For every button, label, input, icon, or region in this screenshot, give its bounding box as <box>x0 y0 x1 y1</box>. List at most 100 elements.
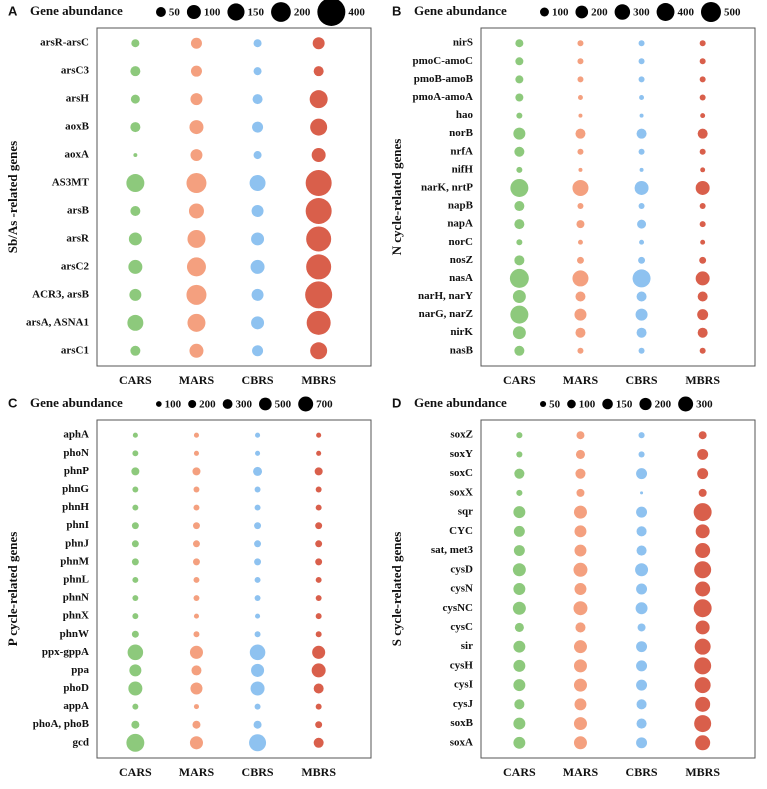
bubble <box>573 736 587 750</box>
x-tick-label: MARS <box>563 765 599 779</box>
bubble <box>315 721 323 729</box>
y-tick-label: arsB <box>67 205 90 217</box>
bubble <box>636 327 647 338</box>
bubble <box>193 450 199 456</box>
bubble <box>250 259 265 274</box>
y-tick-label: nirK <box>450 326 473 338</box>
legend-label: 300 <box>696 399 713 411</box>
y-tick-label: cysH <box>450 659 474 671</box>
bubble <box>574 544 587 557</box>
y-tick-label: phnP <box>64 465 89 477</box>
x-tick-label: CARS <box>503 765 536 779</box>
legend-title: Gene abundance <box>30 3 123 18</box>
bubble <box>254 522 262 530</box>
bubble <box>130 345 141 356</box>
bubble <box>573 717 587 731</box>
y-tick-label: nosZ <box>450 254 473 266</box>
bubble <box>131 558 139 566</box>
bubble <box>250 681 265 696</box>
bubble <box>189 736 203 750</box>
plot-frame <box>480 419 756 759</box>
bubble <box>305 281 333 309</box>
bubble <box>515 75 524 84</box>
bubble <box>573 659 587 673</box>
x-tick-label: CBRS <box>626 373 658 387</box>
y-tick-label: sat, met3 <box>431 544 474 556</box>
bubble <box>309 90 328 109</box>
legend-label: 100 <box>204 7 221 19</box>
y-tick-label: arsH <box>66 93 90 105</box>
bubble <box>315 595 322 602</box>
bubble <box>191 665 202 676</box>
bubble <box>697 327 708 338</box>
bubble <box>316 450 322 456</box>
bubble <box>253 39 262 48</box>
bubble <box>130 94 140 104</box>
bubble <box>638 432 645 439</box>
legend-label: 50 <box>169 7 181 19</box>
bubble <box>190 93 203 106</box>
bubble <box>315 558 323 566</box>
y-tick-label: CYC <box>449 525 473 537</box>
bubble <box>193 432 199 438</box>
legend-bubble <box>614 4 631 20</box>
x-tick-label: CBRS <box>242 765 274 779</box>
bubble <box>576 220 585 229</box>
y-tick-label: narG, narZ <box>419 308 473 320</box>
y-tick-label: phnX <box>63 610 89 622</box>
bubble <box>126 174 145 193</box>
bubble <box>189 645 203 659</box>
legend-bubble <box>298 396 314 412</box>
y-tick-label: soxZ <box>450 429 473 441</box>
bubble <box>516 451 523 458</box>
legend-label: 150 <box>248 7 265 19</box>
legend-label: 200 <box>655 399 672 411</box>
bubble <box>575 327 586 338</box>
bubble <box>699 203 706 210</box>
bubble <box>514 255 525 266</box>
bubble <box>253 67 262 76</box>
bubble <box>128 232 142 246</box>
bubble <box>636 641 648 653</box>
bubble <box>694 657 712 675</box>
bubble <box>253 151 262 160</box>
bubble <box>575 291 586 302</box>
legend-label: 700 <box>316 399 333 411</box>
bubble <box>636 737 648 749</box>
y-tick-label: cysJ <box>453 698 474 710</box>
bubble <box>251 205 264 217</box>
legend-bubble <box>156 7 166 17</box>
bubble <box>305 197 332 224</box>
y-tick-label: pmoA-amoA <box>413 91 474 103</box>
bubble <box>576 431 585 440</box>
y-tick-label: arsC1 <box>61 344 89 356</box>
bubble <box>133 153 138 158</box>
bubble <box>126 733 145 752</box>
bubble <box>513 545 525 557</box>
bubble <box>128 259 143 274</box>
legend-bubble <box>700 2 721 22</box>
y-tick-label: napA <box>447 218 473 230</box>
x-tick-label: CBRS <box>626 765 658 779</box>
bubble <box>315 540 323 548</box>
legend-bubble <box>259 397 272 411</box>
bubble <box>697 128 708 139</box>
bubble <box>249 734 267 752</box>
bubble <box>311 663 326 678</box>
bubble <box>130 122 141 133</box>
bubble <box>510 305 529 324</box>
bubble <box>573 505 587 519</box>
legend-title: Gene abundance <box>414 3 507 18</box>
bubble <box>186 173 207 194</box>
bubble <box>699 94 706 101</box>
y-tick-label: pmoB-amoB <box>414 73 474 85</box>
bubble <box>578 95 583 100</box>
bubble <box>512 326 526 340</box>
y-tick-label: cysD <box>450 563 473 575</box>
bubble <box>187 229 206 248</box>
bubble <box>315 486 322 493</box>
bubble <box>192 540 200 548</box>
y-tick-label: gcd <box>73 736 90 748</box>
bubble <box>510 178 529 197</box>
bubble <box>695 581 711 597</box>
